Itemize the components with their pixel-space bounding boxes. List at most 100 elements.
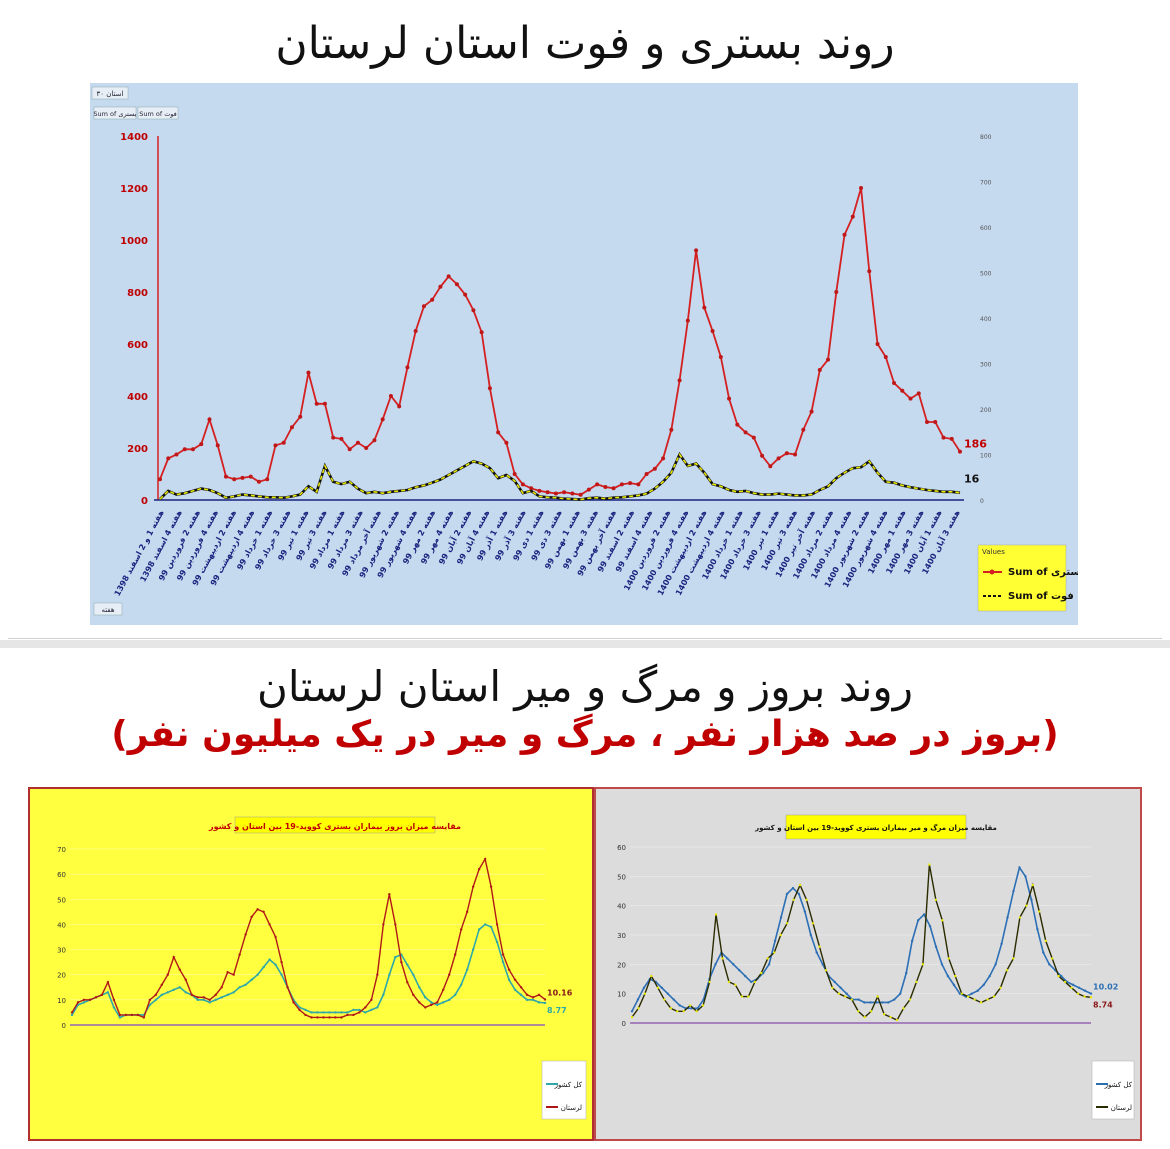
point-hosp <box>916 391 921 396</box>
bottom-subtitle: (بروز در صد هزار نفر ، مرگ و میر در یک م… <box>111 714 1059 755</box>
point-province <box>779 933 782 937</box>
point-country <box>178 986 181 989</box>
point-country <box>1071 983 1075 987</box>
point-province <box>1076 992 1080 995</box>
point-hosp <box>636 482 641 487</box>
point-hosp <box>232 477 237 482</box>
point-country <box>1083 989 1087 992</box>
point-province <box>805 898 808 901</box>
y-tick-label: 1000 <box>120 236 148 247</box>
series-line-province <box>71 857 546 1019</box>
point-country <box>869 1001 872 1004</box>
point-province <box>418 1001 421 1004</box>
point-country <box>310 1011 313 1014</box>
point-country <box>905 971 908 975</box>
point-country <box>495 940 499 944</box>
filter-button[interactable]: استان ۳۰ <box>91 86 129 100</box>
point-country <box>809 933 813 937</box>
point-hosp <box>793 452 798 457</box>
divider <box>0 640 1170 648</box>
point-hosp <box>751 435 756 440</box>
point-country <box>513 988 517 991</box>
point-province <box>727 980 731 984</box>
point-country <box>256 973 259 976</box>
point-hosp <box>207 417 212 422</box>
point-hosp <box>768 464 773 469</box>
point-country <box>767 963 771 966</box>
point-province <box>70 1011 74 1014</box>
point-hosp <box>933 420 938 424</box>
field-button-death[interactable]: Sum of فوت <box>137 106 179 120</box>
point-country <box>328 1011 331 1014</box>
point-hosp <box>289 425 294 430</box>
point-hosp <box>463 292 468 297</box>
point-country <box>412 973 415 976</box>
legend-province-label: لرستان <box>1111 1104 1132 1112</box>
point-province <box>442 988 445 991</box>
point-country <box>244 983 247 986</box>
field-button-death-label: Sum of فوت <box>139 110 177 118</box>
y-tick-label: 0 <box>141 496 148 507</box>
point-province <box>274 935 277 939</box>
point-province <box>519 986 523 989</box>
point-hosp <box>925 420 930 424</box>
y2-tick-label: 0 <box>980 498 984 505</box>
point-province <box>507 968 511 971</box>
point-province <box>388 893 391 896</box>
point-province <box>882 1013 886 1016</box>
point-hosp <box>471 308 476 313</box>
y-tick-label: 1200 <box>120 184 148 195</box>
point-province <box>753 980 757 984</box>
point-hosp <box>380 417 385 422</box>
point-country <box>791 886 795 890</box>
week-button[interactable]: هفته <box>93 602 123 616</box>
point-hosp <box>644 472 649 476</box>
point-hosp <box>586 487 591 492</box>
point-province <box>358 1011 361 1014</box>
point-province <box>453 953 457 956</box>
point-province <box>688 1004 692 1007</box>
point-province <box>304 1013 307 1017</box>
point-hosp <box>479 330 484 335</box>
point-province <box>142 1016 146 1019</box>
point-country <box>738 969 741 972</box>
top-title: روند بستری و فوت استان لرستان <box>275 18 895 69</box>
point-province <box>773 951 776 954</box>
point-province <box>1083 995 1086 998</box>
y2-tick-label: 100 <box>980 453 992 460</box>
point-hosp <box>520 482 525 487</box>
point-country <box>184 991 187 994</box>
point-province <box>811 922 815 925</box>
y-tick-label: 20 <box>617 961 626 969</box>
point-province <box>316 1016 319 1019</box>
y-tick-label: 60 <box>57 871 66 879</box>
point-province <box>1089 996 1093 999</box>
point-hosp <box>628 481 633 486</box>
point-province <box>172 955 175 959</box>
point-country <box>525 998 529 1002</box>
point-hosp <box>710 329 715 333</box>
point-country <box>946 974 950 978</box>
legend: Values Sum of بستری Sum of فوت <box>977 544 1078 612</box>
point-province <box>863 1015 866 1019</box>
point-country <box>1036 927 1039 931</box>
y2-tick-label: 300 <box>980 362 992 369</box>
point-country <box>636 998 640 1001</box>
point-province <box>798 883 802 887</box>
point-province <box>650 974 653 978</box>
point-hosp <box>958 449 962 454</box>
y-tick-label: 70 <box>57 846 66 854</box>
point-country <box>630 1010 634 1013</box>
point-province <box>184 978 187 981</box>
y2-tick-label: 700 <box>980 180 992 187</box>
point-hosp <box>347 447 352 452</box>
field-button-hosp[interactable]: Sum of بستری <box>93 106 137 120</box>
point-hosp <box>454 282 459 287</box>
point-province <box>682 1010 685 1013</box>
point-province <box>256 908 259 911</box>
y-tick-label: 0 <box>62 1022 66 1030</box>
point-hosp <box>265 477 270 482</box>
point-hosp <box>562 490 567 495</box>
point-country <box>250 978 253 981</box>
point-province <box>895 1018 899 1022</box>
